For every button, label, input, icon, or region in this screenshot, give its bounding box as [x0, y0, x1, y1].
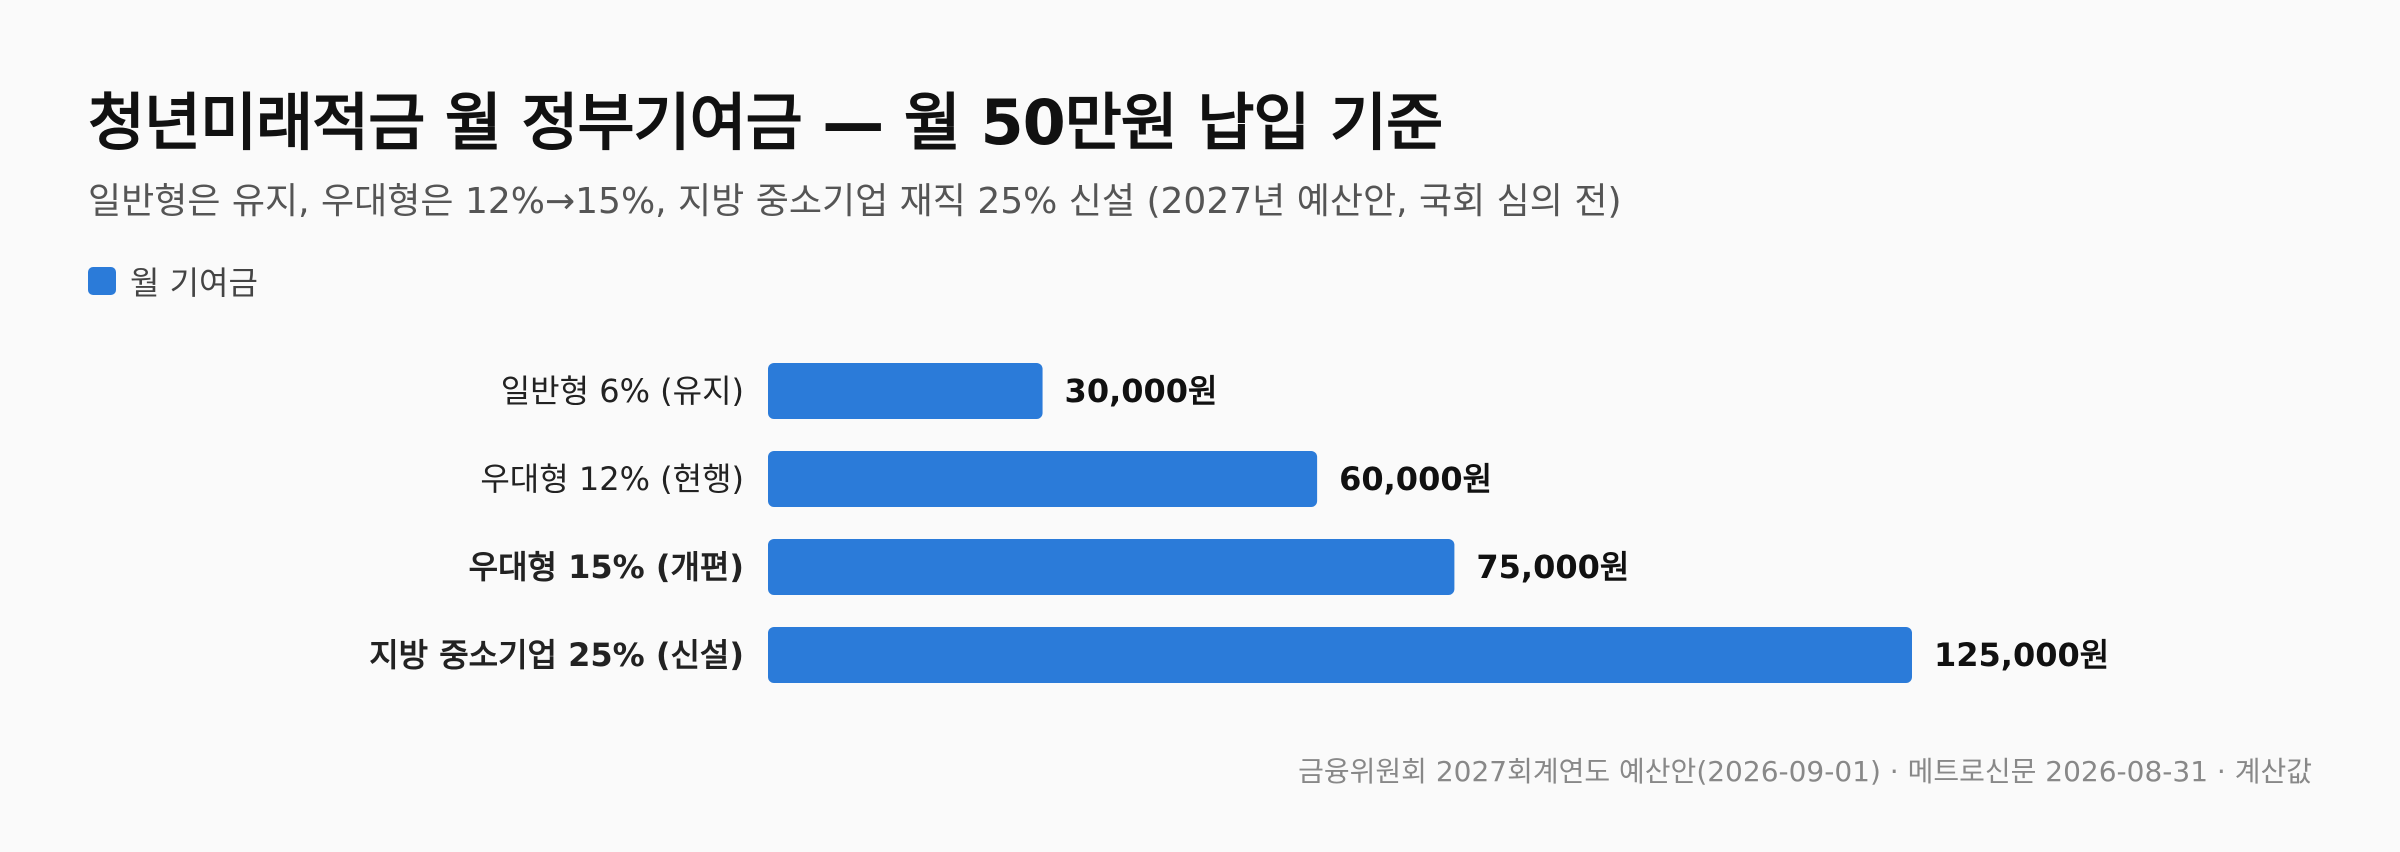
category-label: 우대형 12% (현행) — [480, 460, 744, 498]
source-footer: 금융위원회 2027회계연도 예산안(2026-09-01) · 메트로신문 2… — [1298, 755, 2312, 788]
bar — [768, 451, 1318, 507]
category-label: 일반형 6% (유지) — [501, 372, 744, 410]
legend-label: 월 기여금 — [130, 264, 258, 302]
bar — [768, 539, 1455, 595]
value-label: 30,000원 — [1065, 372, 1218, 410]
value-label: 75,000원 — [1476, 548, 1629, 586]
value-label: 60,000원 — [1339, 460, 1492, 498]
category-label: 지방 중소기업 25% (신설) — [369, 636, 744, 674]
chart-title: 청년미래적금 월 정부기여금 — 월 50만원 납입 기준 — [88, 86, 1443, 159]
bar — [768, 627, 1912, 683]
category-label: 우대형 15% (개편) — [469, 548, 744, 586]
legend: 월 기여금 — [88, 258, 258, 304]
legend-swatch — [88, 267, 116, 295]
chart-subtitle: 일반형은 유지, 우대형은 12%→15%, 지방 중소기업 재직 25% 신설… — [88, 181, 1622, 222]
bar — [768, 363, 1043, 419]
value-label: 125,000원 — [1934, 636, 2109, 674]
